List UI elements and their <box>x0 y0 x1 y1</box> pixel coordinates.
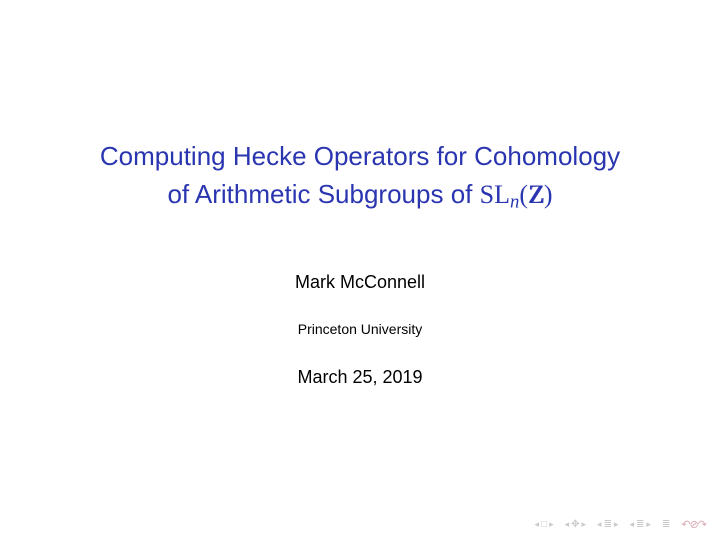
nav-prev-frame-icon: ◂ <box>565 520 570 529</box>
slide-frame: Computing Hecke Operators for Cohomology… <box>0 0 720 541</box>
title-math-sl: SL <box>480 180 510 209</box>
title-math-sub: n <box>510 191 519 212</box>
nav-doc-icon[interactable]: ≣ <box>662 520 670 530</box>
title-math-close: ) <box>544 180 553 209</box>
nav-next-frame-icon: ▸ <box>582 520 587 529</box>
title-line2-prefix: of Arithmetic Subgroups of <box>167 179 479 209</box>
nav-next-subsection-icon: ▸ <box>614 520 619 529</box>
nav-next-slide-icon: ▸ <box>549 520 554 529</box>
nav-subsection-icon: ≣ <box>604 520 612 530</box>
nav-prev-slide-icon: ◂ <box>534 520 539 529</box>
nav-next-section-icon: ▸ <box>646 520 651 529</box>
author-name: Mark McConnell <box>295 272 425 293</box>
nav-prev-section-icon: ◂ <box>630 520 635 529</box>
nav-prev-subsection-icon: ◂ <box>597 520 602 529</box>
nav-section-icon: ≣ <box>636 520 644 530</box>
nav-back-forward-icon[interactable]: ↶⊘↷ <box>681 518 706 531</box>
nav-section-group[interactable]: ◂ ≣ ▸ <box>630 520 651 530</box>
nav-frame-group[interactable]: ◂ ✥ ▸ <box>565 520 586 530</box>
presentation-date: March 25, 2019 <box>297 367 422 388</box>
title-math-bb: Z <box>528 176 544 214</box>
nav-slide-group[interactable]: ◂ □ ▸ <box>534 520 553 530</box>
title-line1: Computing Hecke Operators for Cohomology <box>100 141 620 171</box>
nav-slide-icon: □ <box>541 520 547 530</box>
title-math-open: ( <box>519 180 528 209</box>
nav-frame-icon: ✥ <box>571 520 579 530</box>
affiliation: Princeton University <box>298 321 423 337</box>
nav-subsection-group[interactable]: ◂ ≣ ▸ <box>597 520 618 530</box>
beamer-nav-bar: ◂ □ ▸ ◂ ✥ ▸ ◂ ≣ ▸ ◂ ≣ ▸ ≣ ↶⊘↷ <box>534 518 706 531</box>
slide-title: Computing Hecke Operators for Cohomology… <box>100 138 620 216</box>
